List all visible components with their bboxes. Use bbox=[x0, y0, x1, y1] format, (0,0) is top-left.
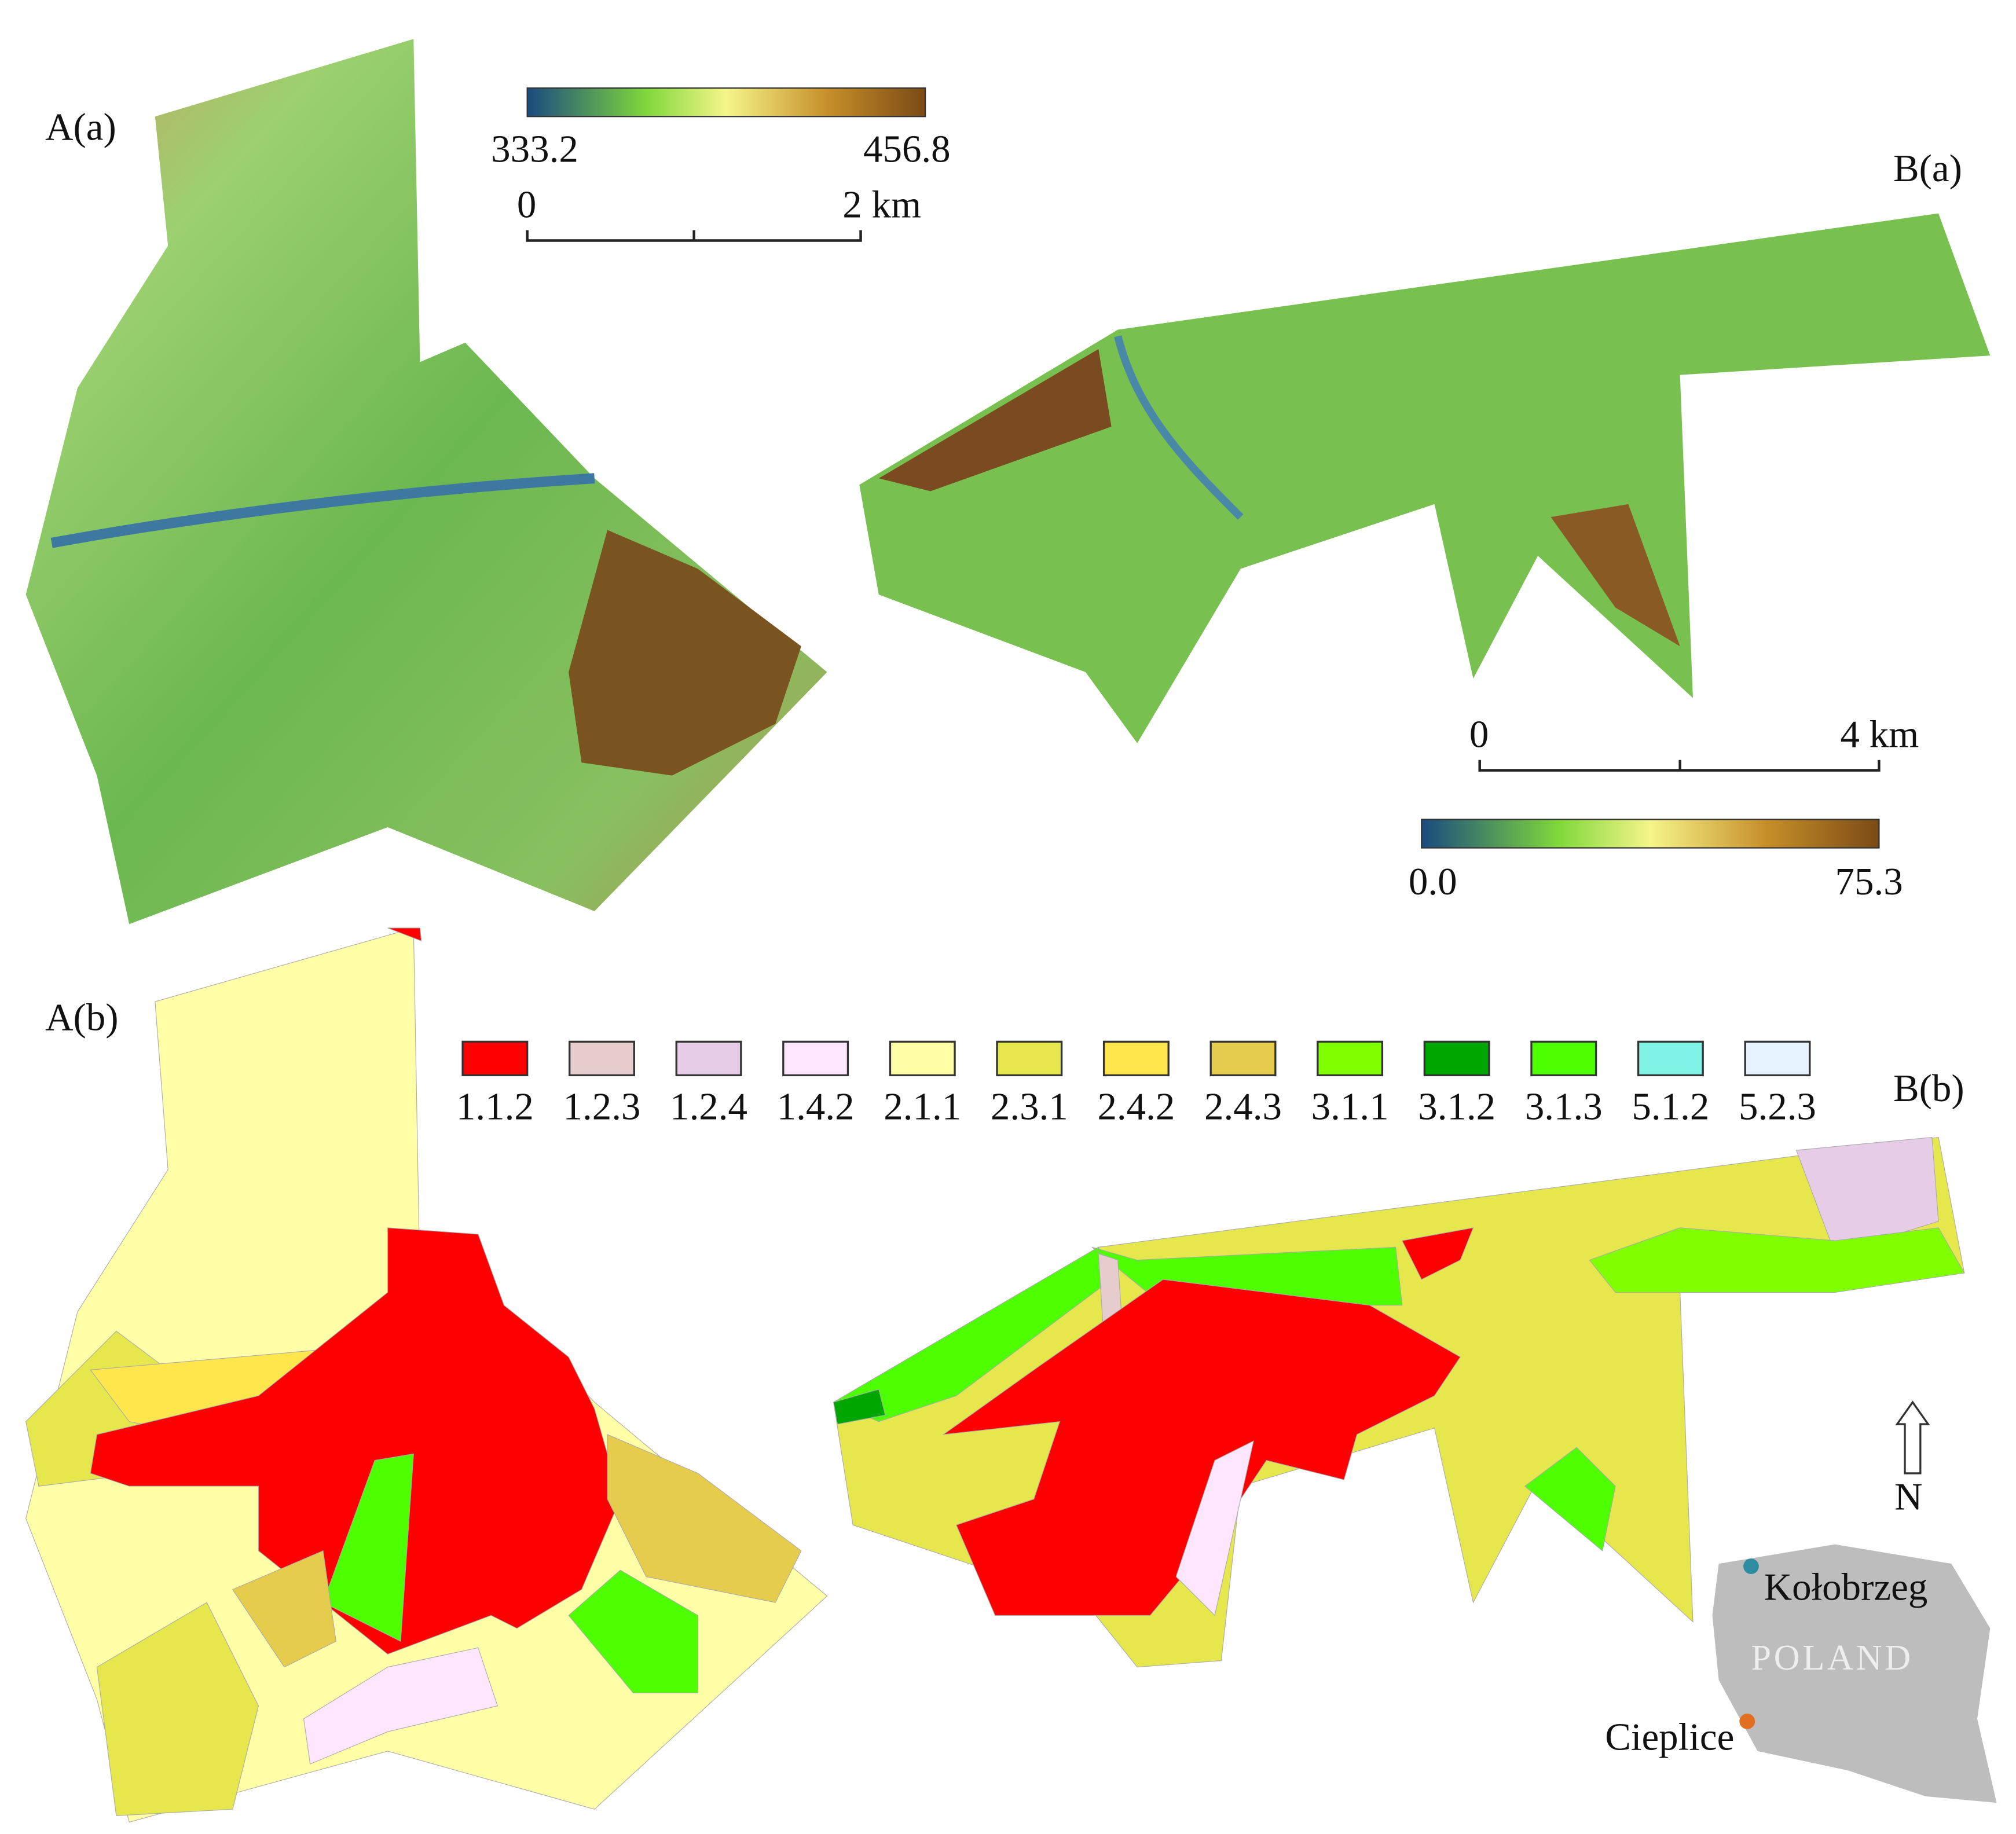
legend-label: 5.1.2 bbox=[1632, 1085, 1709, 1128]
legend: 1.1.2 1.2.3 1.2.4 1.4.2 2.1.1 2.3.1 2.4.2 2.4.3… bbox=[456, 1040, 1816, 1128]
dem-map-b bbox=[859, 213, 1991, 743]
panel-label: A(b) bbox=[45, 996, 118, 1039]
legend-swatch bbox=[996, 1040, 1063, 1077]
legend-label: 2.1.1 bbox=[884, 1085, 961, 1128]
legend-label: 2.3.1 bbox=[991, 1085, 1068, 1128]
legend-swatch bbox=[461, 1040, 529, 1077]
country-label: POLAND bbox=[1751, 1637, 1913, 1678]
legend-swatch bbox=[782, 1040, 849, 1077]
legend-label: 3.1.2 bbox=[1418, 1085, 1495, 1128]
legend-swatch bbox=[1637, 1040, 1704, 1077]
city-label: Kołobrzeg bbox=[1764, 1566, 1928, 1609]
panel-label: A(a) bbox=[45, 105, 116, 148]
city-dot bbox=[1743, 1558, 1759, 1574]
legend-label: 2.4.2 bbox=[1097, 1085, 1175, 1128]
legend-label: 5.2.3 bbox=[1739, 1085, 1816, 1128]
legend-swatch bbox=[889, 1040, 956, 1077]
colorbar-label: 456.8 bbox=[863, 127, 951, 170]
colorbar-label: 0.0 bbox=[1409, 860, 1457, 903]
legend-label: 1.1.2 bbox=[456, 1085, 534, 1128]
legend-swatch bbox=[1744, 1040, 1811, 1077]
legend-label: 1.2.3 bbox=[563, 1085, 641, 1128]
colorbar-a bbox=[526, 87, 926, 118]
scalebar-a bbox=[526, 230, 862, 242]
legend-label: 1.4.2 bbox=[777, 1085, 855, 1128]
legend-swatch bbox=[1530, 1040, 1597, 1077]
scalebar-label: 0 bbox=[517, 183, 536, 226]
scalebar-label: 2 km bbox=[842, 183, 921, 226]
legend-label: 1.2.4 bbox=[670, 1085, 747, 1128]
legend-swatch bbox=[675, 1040, 742, 1077]
legend-label: 3.1.3 bbox=[1525, 1085, 1603, 1128]
legend-label: 3.1.1 bbox=[1311, 1085, 1389, 1128]
legend-label: 2.4.3 bbox=[1204, 1085, 1282, 1128]
city-label: Cieplice bbox=[1605, 1716, 1734, 1759]
city-dot bbox=[1739, 1714, 1755, 1729]
north-label: N bbox=[1894, 1475, 1922, 1518]
colorbar-label: 75.3 bbox=[1835, 860, 1903, 903]
poland-outline bbox=[1712, 1544, 1997, 1803]
north-arrow bbox=[1895, 1400, 1930, 1474]
panel-label: B(b) bbox=[1893, 1067, 1964, 1110]
scalebar-label: 0 bbox=[1469, 713, 1489, 755]
landcover-map-b bbox=[833, 1136, 1965, 1668]
dem-map-a bbox=[25, 39, 827, 925]
legend-swatch bbox=[568, 1040, 635, 1077]
panel-label: B(a) bbox=[1893, 147, 1962, 190]
scalebar-label: 4 km bbox=[1840, 713, 1919, 755]
legend-swatch bbox=[1423, 1040, 1490, 1077]
scalebar-b bbox=[1478, 760, 1881, 772]
landcover-map-a bbox=[25, 927, 828, 1823]
legend-swatch bbox=[1209, 1040, 1277, 1077]
colorbar-b bbox=[1421, 819, 1880, 849]
legend-swatch bbox=[1102, 1040, 1170, 1077]
legend-swatch bbox=[1317, 1040, 1384, 1077]
colorbar-label: 333.2 bbox=[491, 127, 578, 170]
